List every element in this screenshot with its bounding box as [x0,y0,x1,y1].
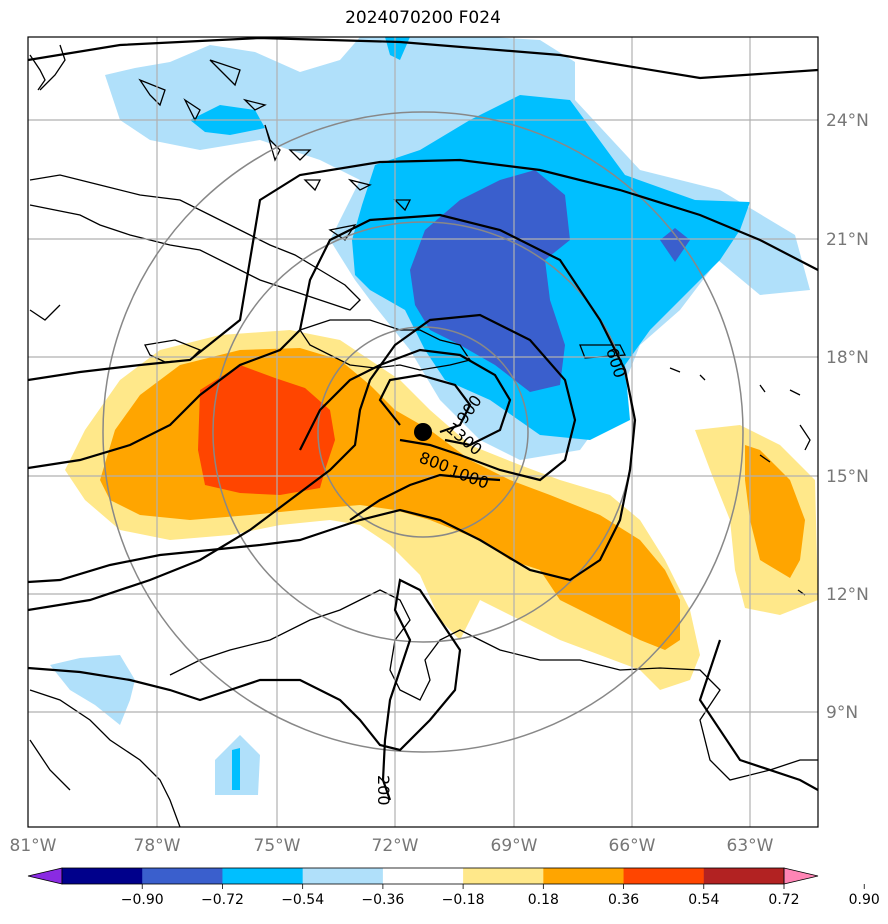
map-frame [27,36,819,828]
longitude-labels: 81°W 78°W 75°W 72°W 69°W 66°W 63°W [10,836,774,856]
contour-1300 [378,373,472,434]
lon-label-78w: 78°W [134,836,181,856]
colorbar-tick-label: 0.72 [768,892,799,908]
colorbar: −0.90 −0.72 −0.54 −0.36 −0.18 0.18 0.36 0.54 0.7… [27,867,880,908]
colorbar-tick-label: 0.36 [608,892,639,908]
colorbar-tick-label: −0.72 [201,892,244,908]
lat-label-18n: 18°N [826,348,869,368]
colorbar-tick-label: −0.90 [121,892,164,908]
colorbar-segment [142,868,223,884]
map-area: 600 900 1300 800 1000 200 [28,37,818,827]
colorbar-segment [222,868,304,884]
light-blue-region-southwest [50,655,260,795]
cuba-coast [29,174,361,311]
lat-label-15n: 15°N [826,467,869,487]
contour-600-outer [28,158,818,382]
lon-label-72w: 72°W [372,836,419,856]
hispaniola-coast [298,319,472,371]
lon-label-63w: 63°W [727,836,774,856]
contour-200-south [28,578,462,801]
central-america-coast [29,689,181,827]
map-title: 2024070200 F024 [345,8,501,28]
lon-label-75w: 75°W [254,836,301,856]
contour-600 [28,213,637,584]
lat-label-21n: 21°N [826,230,869,250]
colorbar-tick-label: 0.90 [849,892,880,908]
contour-right-south [698,639,818,791]
lon-label-69w: 69°W [491,836,538,856]
lat-label-24n: 24°N [826,111,869,131]
colorbar-segment [543,868,625,884]
colorbar-arrow-left [27,867,63,885]
colorbar-tick-label: −0.36 [361,892,404,908]
colorbar-arrow-right [783,867,819,885]
florida-coast [29,44,66,91]
latitude-labels: 24°N 21°N 18°N 15°N 12°N 9°N [826,111,869,723]
contour-800 [28,313,577,612]
colorbar-tick-label: 0.18 [528,892,559,908]
colorbar-tick-label: −0.18 [442,892,485,908]
colorbar-segments [27,867,819,885]
coastlines [29,44,818,827]
colorbar-segment [302,868,384,884]
contour-label-200-south: 200 [374,775,393,806]
colorbar-segment [703,868,785,884]
colorbar-segment [623,868,705,884]
red-orange-region [198,365,335,495]
contour-1000 [349,473,501,521]
colorbar-segment [382,868,464,884]
colorbar-tick-label: −0.54 [281,892,324,908]
contour-200-north [28,37,818,80]
colorbar-segment [62,868,143,884]
lon-label-81w: 81°W [10,836,57,856]
positive-anomaly-fill [65,330,818,690]
south-america-coast [169,589,818,781]
lon-label-66w: 66°W [609,836,656,856]
colorbar-ticks: −0.90 −0.72 −0.54 −0.36 −0.18 0.18 0.36 0.54 0.7… [121,884,880,908]
puerto-rico-coast [579,344,627,359]
yucatan-coast [29,304,61,321]
graticule [28,37,818,827]
bahamas-islands [138,59,412,241]
lesser-antilles [669,367,811,596]
contour-900 [299,348,512,451]
colorbar-tick-label: 0.54 [688,892,719,908]
lat-label-9n: 9°N [826,703,858,723]
colorbar-segment [463,868,544,884]
sky-blue-region-southwest [232,748,240,790]
storm-center-marker [414,423,432,441]
lat-label-12n: 12°N [826,585,869,605]
colorbar-outline [61,867,785,885]
contour-lines [28,37,818,801]
